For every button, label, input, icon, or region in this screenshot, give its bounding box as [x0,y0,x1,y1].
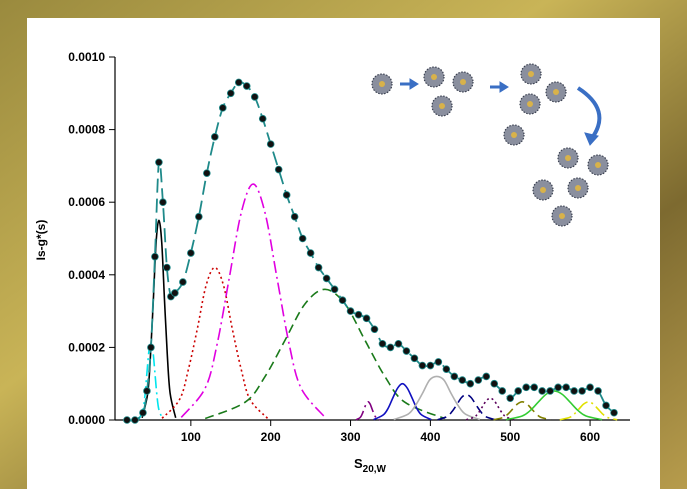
series-line [180,183,326,418]
data-point [131,416,139,424]
data-point [362,314,371,323]
data-point [378,339,387,348]
x-tick-label: 400 [420,430,440,444]
series-line [373,382,432,421]
data-point [554,383,562,392]
data-point [402,347,411,355]
data-point [562,383,570,392]
y-tick-label: 0.0002 [68,340,105,354]
y-tick-label: 0.0006 [68,195,105,209]
data-point [538,387,546,395]
data-point [410,354,419,363]
data-point [530,383,538,392]
data-point [434,358,443,366]
data-point [282,191,291,199]
data-point [578,387,586,395]
data-point [506,394,515,403]
y-tick-label: 0.0008 [68,123,105,137]
data-point [610,408,618,417]
data-point [155,158,163,167]
data-point [522,383,531,392]
data-point [346,307,355,315]
cluster [371,63,609,227]
data-point [211,133,219,141]
data-point [274,165,283,174]
x-tick-label: 600 [580,430,600,444]
data-point [474,376,483,384]
data-point [226,89,235,98]
data-point [306,249,315,257]
schematic [371,63,609,227]
data-point [490,379,499,388]
data-point [602,401,610,410]
series-line [204,288,446,420]
data-point [242,82,251,90]
x-tick-label: 100 [181,430,201,444]
data-point [338,296,347,305]
data-point [330,285,339,294]
data-point [163,263,171,272]
x-axis-label-subscript: 20,W [363,464,387,475]
data-point [426,361,435,370]
data-point [159,198,167,207]
data-point [450,372,459,381]
data-point [546,387,554,395]
series-line [355,401,381,421]
data-point [123,416,131,424]
y-tick-label: 0.0000 [68,413,105,427]
data-point [298,234,307,243]
data-point [498,387,507,395]
data-point [250,93,259,101]
x-axis-label-main: S [354,456,363,471]
data-point [266,140,275,148]
data-point [586,383,594,392]
data-point [394,339,403,348]
y-tick-label: 0.0010 [68,50,105,64]
data-point [418,361,427,370]
arrows [400,78,602,146]
data-point [151,252,159,261]
data-point [234,78,243,87]
data-point [322,274,331,283]
data-point [139,408,147,417]
data-point [171,289,179,297]
series-line [506,390,603,421]
x-tick-label: 300 [341,430,361,444]
data-point [482,372,491,381]
y-tick-label: 0.0004 [68,268,105,282]
data-point [258,114,267,123]
data-point [290,212,299,221]
plot-area: 0.0000 0.0002 0.0004 0.0006 0.0008 0.0010 100 2… [68,50,630,444]
x-tick-label: 200 [261,430,281,444]
data-point [314,263,323,272]
series-line [437,393,496,421]
data-point [442,365,451,373]
data-point [195,212,203,221]
y-axis-label: Is-g*(s) [34,220,48,261]
data-point [386,343,395,352]
data-point [354,310,363,319]
series-line [493,401,552,421]
data-point [203,169,211,177]
data-point [570,387,578,395]
data-point [187,249,195,257]
data-point [514,387,523,395]
data-point [179,278,187,286]
data-point [370,325,379,334]
series-line [559,401,618,421]
data-point [458,376,467,384]
x-axis-label: S20,W [354,456,387,475]
data-point [147,343,155,352]
data-point [218,104,227,112]
series-line [393,375,481,421]
data-point [466,379,475,388]
data-point [143,387,151,395]
x-tick-label: 500 [500,430,520,444]
data-point [594,387,602,395]
